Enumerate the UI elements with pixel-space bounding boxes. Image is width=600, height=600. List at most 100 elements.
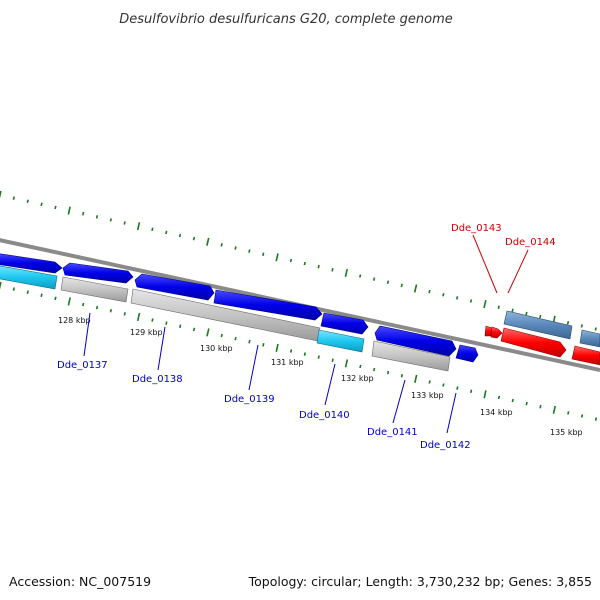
gene-arrow[interactable] — [503, 310, 573, 340]
gene-arrow[interactable] — [374, 325, 457, 357]
kbp-label: 128 kbp — [58, 316, 91, 325]
gene-arrow[interactable] — [500, 327, 567, 358]
gene-arrow[interactable] — [62, 262, 134, 284]
genome-summary-text: Topology: circular; Length: 3,730,232 bp… — [248, 574, 592, 589]
kbp-label: 135 kbp — [550, 428, 583, 437]
scale-tick — [303, 261, 306, 266]
gene-label[interactable]: Dde_0137 — [57, 360, 108, 371]
scale-tick — [151, 227, 154, 231]
leader-line — [83, 312, 91, 357]
scale-tick — [470, 389, 473, 393]
kbp-label: 130 kbp — [200, 344, 233, 353]
scale-tick — [317, 355, 320, 359]
scale-tick — [497, 395, 501, 400]
gene-label[interactable]: Dde_0142 — [420, 440, 471, 451]
gene-arrow[interactable] — [213, 289, 323, 321]
scale-tick — [178, 233, 182, 238]
gene-arrow[interactable] — [0, 253, 63, 274]
scale-tick — [54, 205, 57, 210]
scale-tick — [275, 253, 279, 262]
leader-line — [248, 344, 259, 391]
scale-tick — [165, 321, 168, 325]
scale-tick — [386, 280, 390, 284]
scale-tick — [26, 290, 29, 294]
scale-tick — [0, 190, 2, 199]
gene-label[interactable]: Dde_0138 — [132, 374, 183, 385]
kbp-label: 132 kbp — [341, 374, 374, 383]
leader-line — [392, 379, 406, 424]
scale-tick — [483, 300, 487, 309]
scale-tick — [12, 196, 15, 200]
scale-tick — [289, 349, 293, 353]
scale-tick — [469, 299, 473, 303]
leader-line — [446, 392, 457, 434]
scale-tick — [344, 268, 348, 277]
gene-arrow[interactable] — [60, 276, 129, 303]
scale-tick — [289, 258, 293, 263]
scale-tick — [373, 367, 376, 372]
scale-tick — [414, 374, 418, 383]
scale-tick — [539, 404, 542, 409]
gene-label[interactable]: Dde_0143 — [451, 223, 502, 234]
scale-tick — [220, 333, 223, 338]
forward-strand-genes — [0, 253, 600, 363]
scale-tick — [483, 390, 487, 399]
scale-tick — [26, 199, 29, 203]
scale-tick — [552, 405, 556, 414]
scale-tick — [442, 293, 445, 297]
upper-tick-row — [0, 190, 597, 331]
scale-tick — [594, 327, 597, 331]
scale-tick — [262, 343, 265, 347]
accession-text: Accession: NC_007519 — [9, 574, 151, 589]
scale-tick — [234, 246, 237, 250]
gene-arrow[interactable] — [455, 344, 479, 363]
scale-tick — [317, 264, 320, 269]
gene-arrow[interactable] — [134, 273, 215, 301]
scale-tick — [234, 336, 237, 341]
scale-tick — [497, 305, 500, 309]
gene-arrow[interactable] — [490, 326, 503, 339]
scale-tick — [511, 398, 514, 403]
gene-label[interactable]: Dde_0141 — [367, 427, 418, 438]
scale-tick — [331, 268, 334, 272]
scale-tick — [566, 321, 570, 325]
gene-arrow[interactable] — [316, 329, 365, 353]
scale-tick — [67, 206, 71, 215]
scale-tick — [413, 284, 418, 293]
scale-tick — [220, 243, 223, 247]
scale-tick — [123, 312, 126, 316]
scale-tick — [95, 215, 99, 219]
scale-tick — [580, 414, 584, 418]
gene-labels-blue: Dde_0137 Dde_0138 Dde_0139 Dde_0140 Dde_… — [57, 312, 471, 451]
scale-tick — [82, 211, 85, 216]
gene-arrow[interactable] — [320, 312, 369, 335]
scale-tick — [40, 293, 43, 297]
scale-tick — [400, 283, 403, 288]
scale-tick — [525, 311, 528, 316]
scale-tick — [165, 230, 168, 235]
gene-arrow[interactable] — [571, 345, 600, 366]
kbp-label: 129 kbp — [130, 328, 163, 337]
gene-arrow[interactable] — [371, 340, 451, 372]
leader-line — [507, 249, 529, 294]
scale-tick — [594, 417, 598, 421]
scale-tick — [344, 359, 349, 368]
scale-tick — [206, 237, 210, 246]
scale-tick — [428, 289, 431, 294]
scale-tick — [54, 296, 57, 301]
scale-tick — [109, 218, 112, 222]
scale-tick — [331, 358, 334, 362]
gene-arrow[interactable] — [579, 329, 600, 348]
gene-arrow[interactable] — [0, 265, 58, 290]
gene-label[interactable]: Dde_0140 — [299, 410, 350, 421]
scale-tick — [400, 374, 403, 378]
scale-tick — [40, 202, 43, 207]
scale-tick — [539, 314, 542, 319]
scale-tick — [109, 309, 112, 313]
gene-label[interactable]: Dde_0139 — [224, 394, 275, 405]
scale-tick — [192, 327, 196, 332]
scale-tick — [359, 274, 362, 278]
gene-label[interactable]: Dde_0144 — [505, 237, 556, 248]
scale-tick — [511, 308, 514, 313]
scale-tick — [12, 287, 15, 291]
